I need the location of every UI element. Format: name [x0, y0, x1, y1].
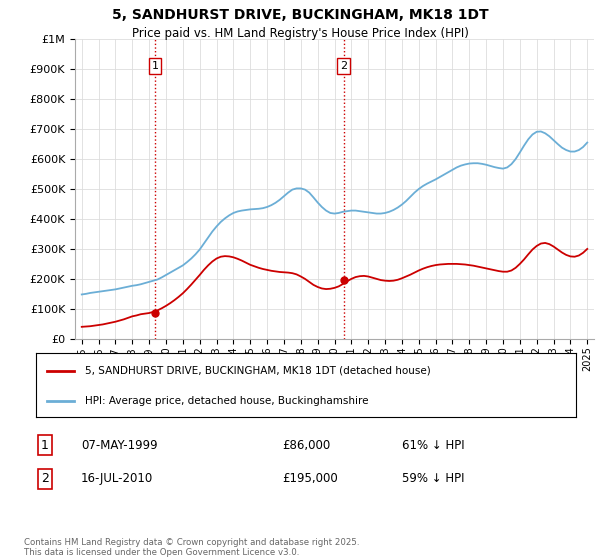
Text: 2: 2	[340, 61, 347, 71]
Text: 1: 1	[152, 61, 158, 71]
Text: 1: 1	[41, 438, 49, 452]
Text: 5, SANDHURST DRIVE, BUCKINGHAM, MK18 1DT: 5, SANDHURST DRIVE, BUCKINGHAM, MK18 1DT	[112, 8, 488, 22]
Text: £86,000: £86,000	[282, 438, 330, 452]
Text: £195,000: £195,000	[282, 472, 338, 486]
Text: Price paid vs. HM Land Registry's House Price Index (HPI): Price paid vs. HM Land Registry's House …	[131, 27, 469, 40]
Text: 2: 2	[41, 472, 49, 486]
Text: 5, SANDHURST DRIVE, BUCKINGHAM, MK18 1DT (detached house): 5, SANDHURST DRIVE, BUCKINGHAM, MK18 1DT…	[85, 366, 430, 376]
Text: 16-JUL-2010: 16-JUL-2010	[81, 472, 153, 486]
Text: HPI: Average price, detached house, Buckinghamshire: HPI: Average price, detached house, Buck…	[85, 396, 368, 406]
Text: Contains HM Land Registry data © Crown copyright and database right 2025.
This d: Contains HM Land Registry data © Crown c…	[24, 538, 359, 557]
Text: 61% ↓ HPI: 61% ↓ HPI	[402, 438, 464, 452]
Text: 07-MAY-1999: 07-MAY-1999	[81, 438, 158, 452]
Text: 59% ↓ HPI: 59% ↓ HPI	[402, 472, 464, 486]
